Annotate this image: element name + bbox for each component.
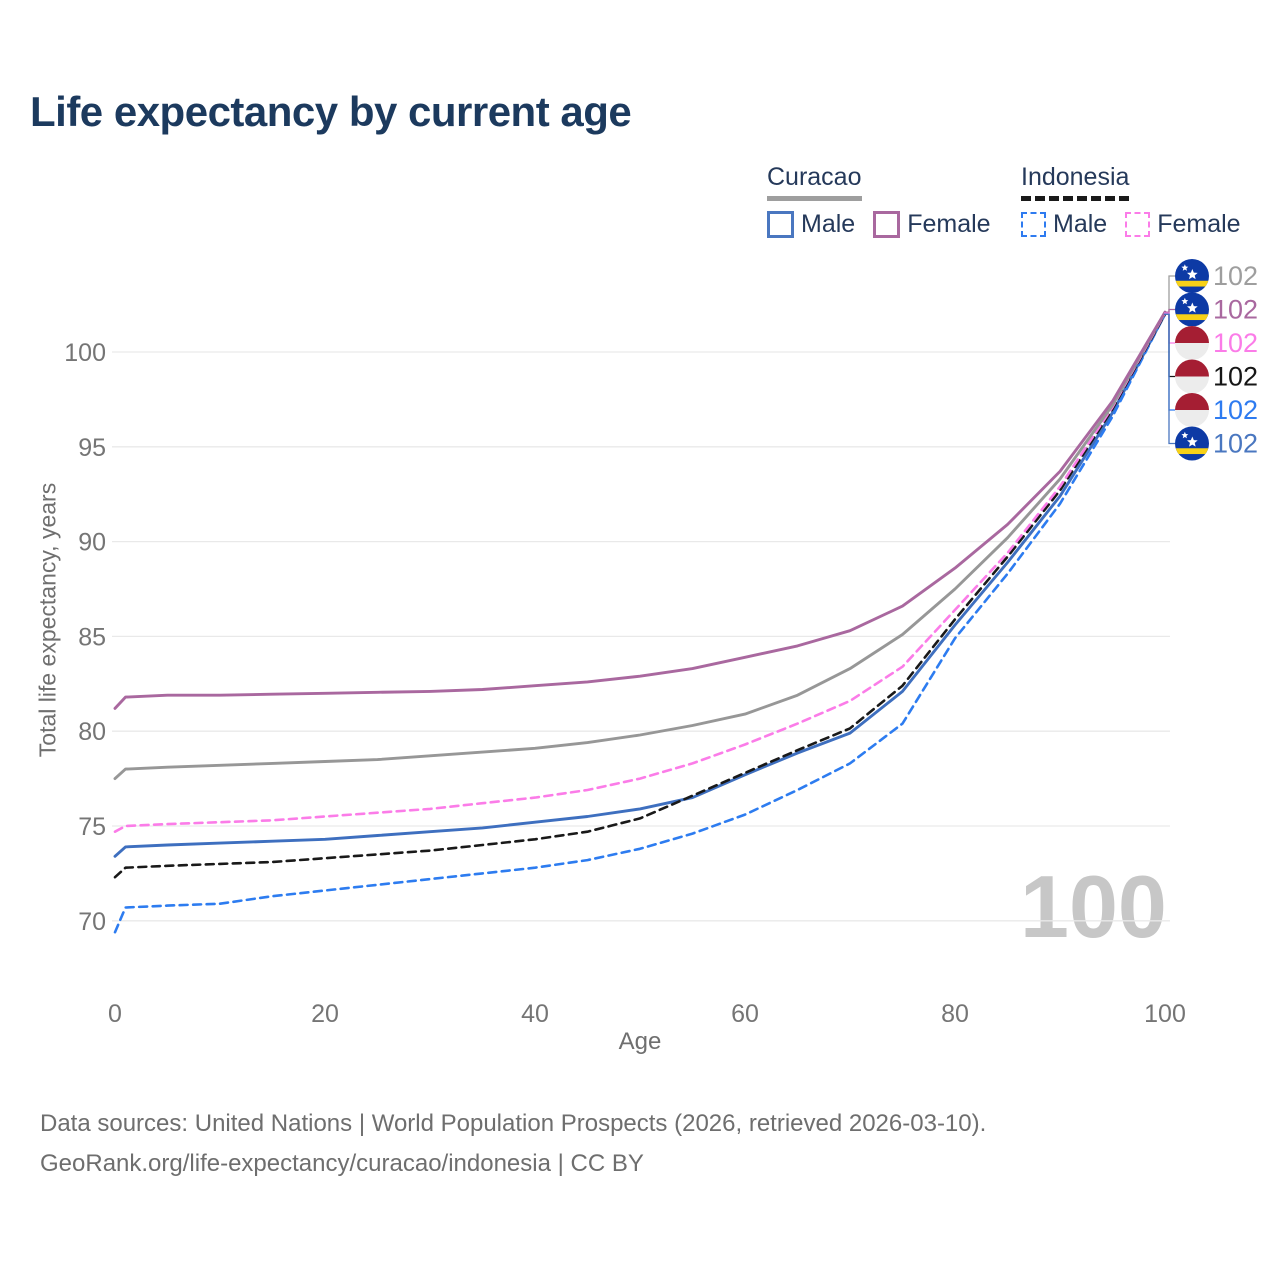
page-title: Life expectancy by current age	[30, 88, 632, 135]
footer-attribution: GeoRank.org/life-expectancy/curacao/indo…	[40, 1150, 644, 1177]
end-value-label: 102	[1213, 395, 1258, 425]
curacao-flag-icon	[1175, 259, 1209, 293]
y-tick-label: 95	[78, 434, 106, 462]
legend-item-curacao-male: Male	[767, 210, 855, 239]
legend-item-indonesia-male: Male	[1021, 210, 1107, 239]
curacao-flag-icon	[1175, 426, 1209, 461]
end-value-label: 102	[1213, 328, 1258, 358]
x-tick-label: 100	[1144, 1000, 1186, 1028]
end-value-label: 102	[1213, 429, 1258, 459]
legend-label: Female	[907, 210, 991, 238]
x-tick-label: 0	[108, 1000, 122, 1028]
curacao-male-swatch-icon	[767, 211, 794, 238]
legend-group-indonesia: Indonesia Male Female	[1021, 163, 1241, 239]
watermark-100: 100	[1020, 857, 1167, 956]
x-tick-label: 60	[731, 1000, 759, 1028]
legend-item-indonesia-female: Female	[1125, 210, 1241, 239]
end-value-label: 102	[1213, 362, 1258, 392]
indonesia-female-swatch-icon	[1125, 212, 1151, 237]
indonesia-flag-icon	[1175, 393, 1209, 427]
legend-header-curacao: Curacao	[767, 163, 862, 201]
x-tick-label: 20	[311, 1000, 339, 1028]
leader-line	[1164, 313, 1175, 445]
legend-header-indonesia: Indonesia	[1021, 163, 1130, 201]
indonesia-flag-icon	[1175, 326, 1209, 360]
y-tick-label: 80	[78, 718, 106, 746]
x-tick-label: 80	[941, 1000, 969, 1028]
y-tick-label: 70	[78, 908, 106, 936]
series-line-indonesia-male	[113, 312, 1167, 934]
end-value-label: 102	[1213, 261, 1258, 291]
legend-label: Male	[1053, 210, 1108, 238]
series-line-curacao-female	[113, 310, 1167, 710]
y-tick-label: 75	[78, 813, 106, 841]
series-line-indonesia-both	[113, 312, 1167, 879]
series-line-curacao-both	[113, 310, 1167, 781]
indonesia-flag-icon	[1175, 359, 1209, 394]
y-tick-label: 100	[64, 339, 106, 367]
series-line-indonesia-female	[113, 311, 1167, 834]
y-tick-label: 85	[78, 623, 106, 651]
curacao-flag-icon	[1175, 292, 1209, 327]
y-axis-title: Total life expectancy, years	[34, 482, 61, 758]
series-line-curacao-male	[113, 312, 1167, 858]
y-tick-label: 90	[78, 529, 106, 557]
curacao-female-swatch-icon	[873, 211, 901, 238]
legend-item-curacao-female: Female	[873, 210, 991, 239]
legend-label: Male	[801, 210, 856, 238]
leader-line	[1164, 308, 1175, 313]
legend-group-curacao: Curacao Male Female	[767, 163, 991, 239]
footer-data-sources: Data sources: United Nations | World Pop…	[40, 1110, 987, 1137]
indonesia-male-swatch-icon	[1021, 212, 1046, 237]
end-value-label: 102	[1213, 295, 1258, 325]
x-axis-title: Age	[618, 1028, 662, 1055]
x-tick-label: 40	[521, 1000, 549, 1028]
leader-line	[1164, 275, 1175, 313]
legend-label: Female	[1157, 210, 1241, 238]
